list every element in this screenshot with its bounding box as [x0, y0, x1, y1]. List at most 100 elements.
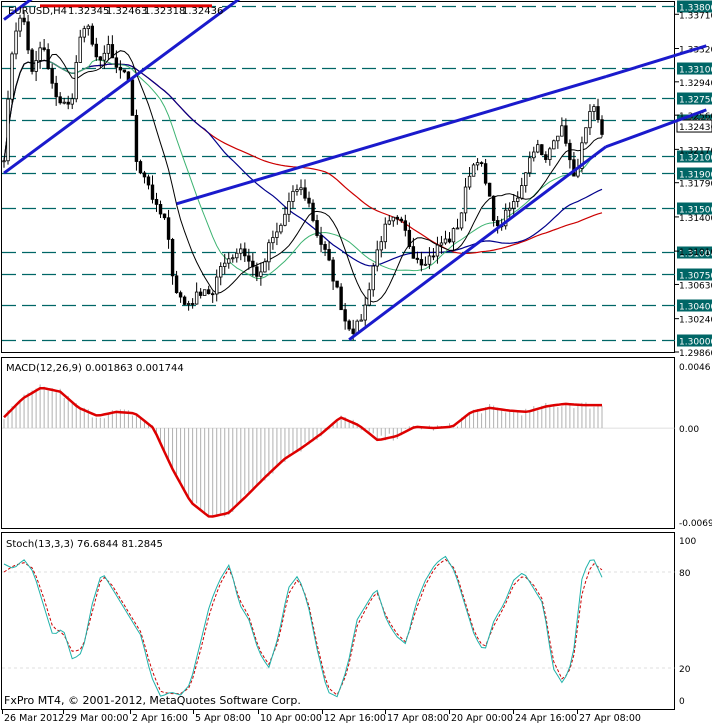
candle-body	[427, 255, 432, 265]
candle-body	[202, 289, 207, 296]
candle-body	[487, 182, 492, 197]
level-label: 1.30400	[679, 303, 712, 313]
x-tick-label: 5 Apr 08:00	[195, 713, 251, 724]
candle-body	[584, 127, 588, 144]
price-levels: 1.338001.331001.327501.325001.321001.319…	[2, 0, 712, 348]
level-label: 1.33100	[679, 66, 712, 76]
ohlc-close: 1.32436	[182, 6, 223, 17]
x-tick-label: 26 Mar 2012	[4, 713, 64, 724]
candle-body	[524, 172, 528, 186]
candle-body	[568, 142, 572, 161]
candle-body	[299, 187, 303, 191]
candle-body	[62, 101, 66, 104]
candle-body	[467, 175, 472, 188]
candle-body	[22, 17, 26, 23]
candle-body	[548, 148, 552, 160]
candle-body	[150, 184, 155, 200]
candle-body	[66, 101, 70, 105]
candle-body	[363, 304, 367, 321]
candle-body	[178, 292, 183, 298]
y-tick-label: 1.30240	[679, 316, 712, 326]
x-tick-label: 27 Apr 08:00	[579, 713, 641, 724]
candle-body	[491, 195, 496, 221]
candle-body	[114, 57, 119, 68]
candle-body	[520, 185, 524, 199]
candle-body	[215, 276, 219, 295]
level-label: 1.30000	[679, 338, 712, 348]
candle-body	[166, 217, 171, 240]
stoch-panel-frame	[1, 532, 675, 710]
candle-body	[142, 172, 147, 178]
candle-body	[592, 106, 596, 112]
candle-body	[367, 289, 371, 306]
level-box	[677, 202, 712, 215]
candle-body	[439, 242, 444, 246]
candle-body	[311, 202, 315, 221]
stoch-y-label: 100	[679, 537, 696, 547]
candle-body	[154, 198, 159, 205]
trendline	[3, 0, 241, 175]
stoch-series: 100 80 20 0	[2, 537, 696, 707]
candle-body	[239, 248, 243, 254]
candle-body	[158, 204, 163, 215]
candle-body	[532, 151, 536, 159]
level-box	[677, 0, 712, 13]
macd-y-label: 0.00	[679, 425, 699, 435]
x-tick-label: 24 Apr 16:00	[515, 713, 577, 724]
candle-body	[190, 303, 195, 305]
y-tick-label: 1.31010	[679, 248, 712, 258]
candle-body	[339, 286, 343, 311]
candle-body	[210, 293, 215, 296]
candle-body	[391, 216, 396, 222]
candle-body	[512, 201, 516, 209]
candle-body	[600, 119, 604, 135]
level-label: 1.31500	[679, 206, 712, 216]
footer-copyright: FxPro MT4, © 2001-2012, MetaQuotes Softw…	[4, 694, 301, 707]
macd-series: 0.0046 0.00 -0.00696	[2, 363, 712, 529]
candle-body	[206, 289, 211, 295]
candles	[2, 11, 604, 341]
candle-body	[315, 220, 319, 236]
candle-body	[536, 144, 540, 153]
candle-body	[403, 220, 408, 231]
macd-y-label: 0.0046	[679, 363, 711, 373]
symbol-timeframe: EURUSD,H4	[8, 6, 67, 17]
candle-body	[86, 25, 90, 30]
candle-body	[54, 82, 58, 98]
candle-body	[110, 44, 115, 59]
candle-body	[267, 242, 271, 263]
candle-body	[540, 144, 544, 156]
candle-body	[383, 223, 387, 243]
y-tick-label: 1.31790	[679, 180, 712, 190]
candle-body	[38, 47, 42, 61]
candle-body	[198, 291, 203, 296]
candle-body	[323, 244, 327, 250]
candle-body	[243, 248, 247, 257]
candle-body	[552, 140, 556, 150]
current-price-box	[676, 119, 712, 133]
candle-body	[94, 43, 99, 58]
candle-body	[18, 17, 22, 32]
candle-body	[90, 25, 94, 45]
candle-body	[399, 218, 404, 222]
candle-body	[580, 142, 584, 169]
candle-body	[130, 79, 135, 116]
candle-body	[495, 220, 500, 227]
candle-body	[106, 44, 111, 54]
candle-body	[259, 271, 263, 277]
candle-body	[255, 266, 259, 277]
level-box	[677, 62, 712, 75]
candle-body	[411, 246, 416, 259]
ma-green	[3, 59, 603, 280]
candle-body	[219, 266, 223, 278]
candle-body	[463, 186, 468, 214]
candle-body	[564, 125, 568, 144]
candle-body	[435, 244, 440, 257]
ohlc-low: 1.32318	[144, 6, 185, 17]
candle-body	[359, 319, 363, 322]
candle-body	[475, 162, 480, 166]
candle-body	[556, 135, 560, 142]
candle-body	[82, 28, 86, 38]
moving-averages	[3, 50, 603, 303]
ma-blue	[3, 59, 603, 267]
